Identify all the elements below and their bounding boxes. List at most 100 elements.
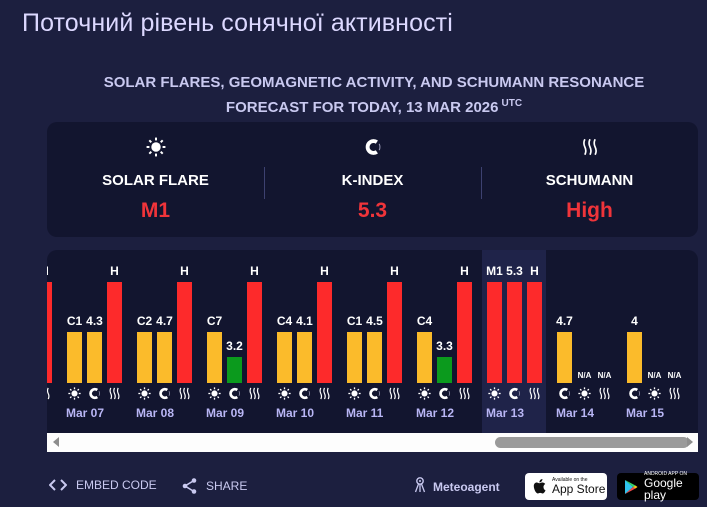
- bar-value-label: 3.2: [226, 339, 243, 353]
- date-label: Mar 11: [346, 406, 384, 420]
- date-label: Mar 09: [206, 406, 245, 420]
- bar-value-label: 4: [631, 314, 638, 328]
- bar-value-label: 4.7: [156, 314, 173, 328]
- bar-value-label: N/A: [577, 371, 592, 380]
- chart-scrollbar[interactable]: [47, 433, 698, 452]
- waves-icon: [247, 387, 262, 399]
- meteoagent-link[interactable]: Meteoagent: [414, 477, 500, 496]
- chart-bar[interactable]: [417, 332, 432, 383]
- magnet-icon: [87, 387, 102, 399]
- appstore-big-text: App Store: [552, 482, 606, 496]
- google-play-badge[interactable]: ANDROID APP ON Google play: [617, 472, 699, 502]
- sun-icon: [137, 386, 152, 400]
- bar-value-label: H: [320, 264, 329, 278]
- share-label: SHARE: [206, 479, 248, 493]
- waves-icon: [581, 136, 599, 158]
- gplay-big-text: Google play: [644, 476, 683, 502]
- sun-icon: [207, 386, 222, 400]
- forecast-subtitle: SOLAR FLARES, GEOMAGNETIC ACTIVITY, AND …: [40, 72, 707, 118]
- bar-value-label: C4: [416, 314, 433, 328]
- sun-icon: [146, 136, 166, 158]
- chart-bar[interactable]: [387, 282, 402, 383]
- chart-bar[interactable]: [67, 332, 82, 383]
- summary-label: K-INDEX: [341, 172, 404, 189]
- bar-value-label: 4.5: [366, 314, 383, 328]
- chart-bar[interactable]: [367, 332, 382, 383]
- chart-bar[interactable]: [627, 332, 642, 383]
- waves-icon: [667, 387, 682, 399]
- scroll-right-arrow-icon[interactable]: [687, 437, 693, 447]
- bar-value-label: 4.1: [296, 314, 313, 328]
- date-label: Mar 08: [136, 406, 175, 420]
- bar-value-label: N/A: [647, 371, 662, 380]
- chart-bar[interactable]: [207, 332, 222, 383]
- chart-bar[interactable]: [487, 282, 502, 383]
- summary-label: SCHUMANN: [545, 172, 634, 189]
- summary-solar-flare: SOLAR FLARE M1: [47, 122, 264, 237]
- chart-bar[interactable]: [157, 332, 172, 383]
- bar-value-label: C2: [136, 314, 153, 328]
- date-label: Mar 13: [486, 406, 525, 420]
- chart-bar[interactable]: [227, 357, 242, 383]
- footer: EMBED CODE SHARE Meteoagent Available on…: [0, 470, 707, 502]
- magnet-icon: [367, 387, 382, 399]
- scroll-left-arrow-icon[interactable]: [53, 437, 59, 447]
- magnet-icon: [627, 387, 642, 399]
- sun-icon: [347, 386, 362, 400]
- chart-bar[interactable]: [317, 282, 332, 383]
- embed-code-button[interactable]: EMBED CODE: [49, 478, 157, 492]
- sun-icon: [647, 386, 662, 400]
- bar-value-label: H: [530, 264, 539, 278]
- bar-value-label: H: [47, 264, 60, 278]
- chart-bar[interactable]: [557, 332, 572, 383]
- share-icon: [182, 478, 197, 494]
- chart-bar[interactable]: [297, 332, 312, 383]
- magnet-icon: [364, 136, 382, 158]
- bar-value-label: 4.3: [86, 314, 103, 328]
- chart-bar[interactable]: [137, 332, 152, 383]
- magnet-icon: [157, 387, 172, 399]
- google-play-icon: [624, 479, 638, 495]
- magnet-icon: [557, 387, 572, 399]
- chart-bar[interactable]: [457, 282, 472, 383]
- bar-value-label: 4.7: [556, 314, 573, 328]
- date-label: Mar 15: [626, 406, 665, 420]
- meteoagent-label: Meteoagent: [433, 479, 500, 494]
- app-store-badge[interactable]: Available on the App Store: [525, 473, 607, 500]
- sun-icon: [67, 386, 82, 400]
- chart-bar[interactable]: [277, 332, 292, 383]
- waves-icon: [527, 387, 542, 399]
- chart-bar[interactable]: [347, 332, 362, 383]
- summary-value: High: [566, 199, 613, 222]
- scrollbar-thumb[interactable]: [495, 437, 689, 448]
- share-button[interactable]: SHARE: [182, 478, 247, 494]
- magnet-icon: [227, 387, 242, 399]
- waves-icon: [177, 387, 192, 399]
- chart-bar[interactable]: [47, 282, 52, 383]
- waves-icon: [317, 387, 332, 399]
- bar-value-label: H: [180, 264, 189, 278]
- bar-value-label: C4: [276, 314, 293, 328]
- chart-bar[interactable]: [507, 282, 522, 383]
- waves-icon: [47, 387, 52, 399]
- chart-bar[interactable]: [177, 282, 192, 383]
- chart-bar[interactable]: [107, 282, 122, 383]
- apple-icon: [533, 479, 546, 494]
- chart-bar[interactable]: [247, 282, 262, 383]
- summary-schumann: SCHUMANN High: [481, 122, 698, 237]
- chart-bar[interactable]: [437, 357, 452, 383]
- chart-bar[interactable]: [527, 282, 542, 383]
- code-brackets-icon: [49, 479, 67, 491]
- waves-icon: [597, 387, 612, 399]
- chart-bar[interactable]: [87, 332, 102, 383]
- bar-value-label: N/A: [597, 371, 612, 380]
- subtitle-line-1: SOLAR FLARES, GEOMAGNETIC ACTIVITY, AND …: [103, 74, 645, 91]
- timezone-label: UTC: [501, 98, 523, 109]
- page-title: Поточний рівень сонячної активності: [22, 9, 453, 37]
- bar-value-label: 3.3: [436, 339, 453, 353]
- summary-k-index: K-INDEX 5.3: [264, 122, 481, 237]
- date-label: Mar 12: [416, 406, 455, 420]
- magnet-icon: [437, 387, 452, 399]
- subtitle-line-2: FORECAST FOR TODAY, 13 MAR 2026: [225, 99, 499, 116]
